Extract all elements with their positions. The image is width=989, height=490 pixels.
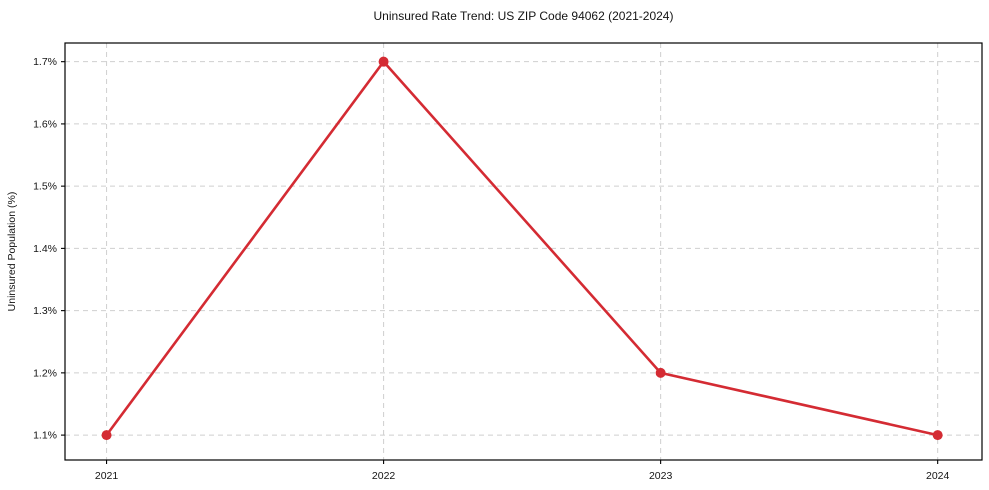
y-tick-label: 1.5% xyxy=(33,181,57,193)
data-point xyxy=(378,56,389,67)
x-tick-label: 2021 xyxy=(95,470,119,482)
chart-title: Uninsured Rate Trend: US ZIP Code 94062 … xyxy=(374,9,674,23)
y-tick-label: 1.7% xyxy=(33,56,57,68)
y-tick-label: 1.6% xyxy=(33,118,57,130)
y-tick-label: 1.4% xyxy=(33,243,57,255)
y-tick-label: 1.1% xyxy=(33,430,57,442)
y-tick-label: 1.2% xyxy=(33,367,57,379)
trend-line xyxy=(105,60,939,437)
data-point xyxy=(655,367,666,378)
plot-border xyxy=(64,42,983,461)
data-point xyxy=(932,430,943,441)
x-tick-label: 2022 xyxy=(372,470,396,482)
y-axis-label: Uninsured Population (%) xyxy=(6,192,18,312)
chart-plot: 1.1% 1.2% 1.3% 1.4% 1.5% 1.6% 1.7% 2021 2022 2023… xyxy=(33,42,983,482)
y-tick-label: 1.3% xyxy=(33,305,57,317)
x-tick-label: 2024 xyxy=(926,470,950,482)
data-point xyxy=(101,430,112,441)
x-tick-label: 2023 xyxy=(649,470,673,482)
